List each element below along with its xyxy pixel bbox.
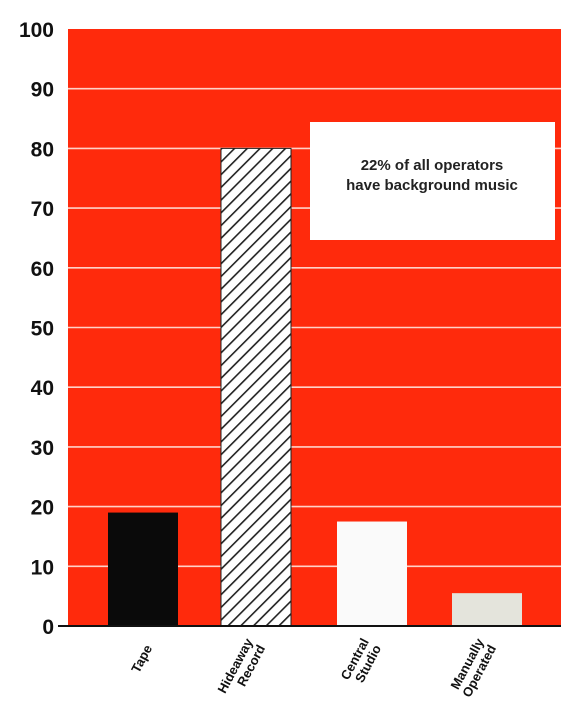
bar: [452, 593, 522, 626]
bar: [220, 147, 292, 627]
y-tick-label: 0: [42, 616, 54, 639]
y-axis-ticks: 0 10 20 30 40 50 60 70 80 90 100: [19, 19, 54, 639]
y-tick-label: 40: [31, 377, 54, 400]
annotation-box: 22% of all operators have background musi…: [310, 122, 555, 240]
x-tick-label: Tape: [128, 642, 155, 675]
y-tick-label: 80: [31, 138, 54, 161]
bar: [108, 512, 178, 626]
annotation-text: have background music: [346, 177, 518, 194]
x-tick-label-line: Tape: [128, 642, 155, 675]
y-tick-label: 30: [31, 437, 54, 460]
y-tick-label: 60: [31, 258, 54, 281]
annotation-background: [310, 122, 555, 240]
bars: [108, 147, 522, 627]
y-tick-label: 100: [19, 19, 54, 42]
annotation-text: 22% of all operators: [361, 157, 504, 174]
bar: [337, 521, 407, 626]
y-tick-label: 20: [31, 497, 54, 520]
y-tick-label: 70: [31, 198, 54, 221]
y-tick-label: 50: [31, 318, 54, 341]
y-tick-label: 10: [31, 556, 54, 579]
y-tick-label: 90: [31, 79, 54, 102]
